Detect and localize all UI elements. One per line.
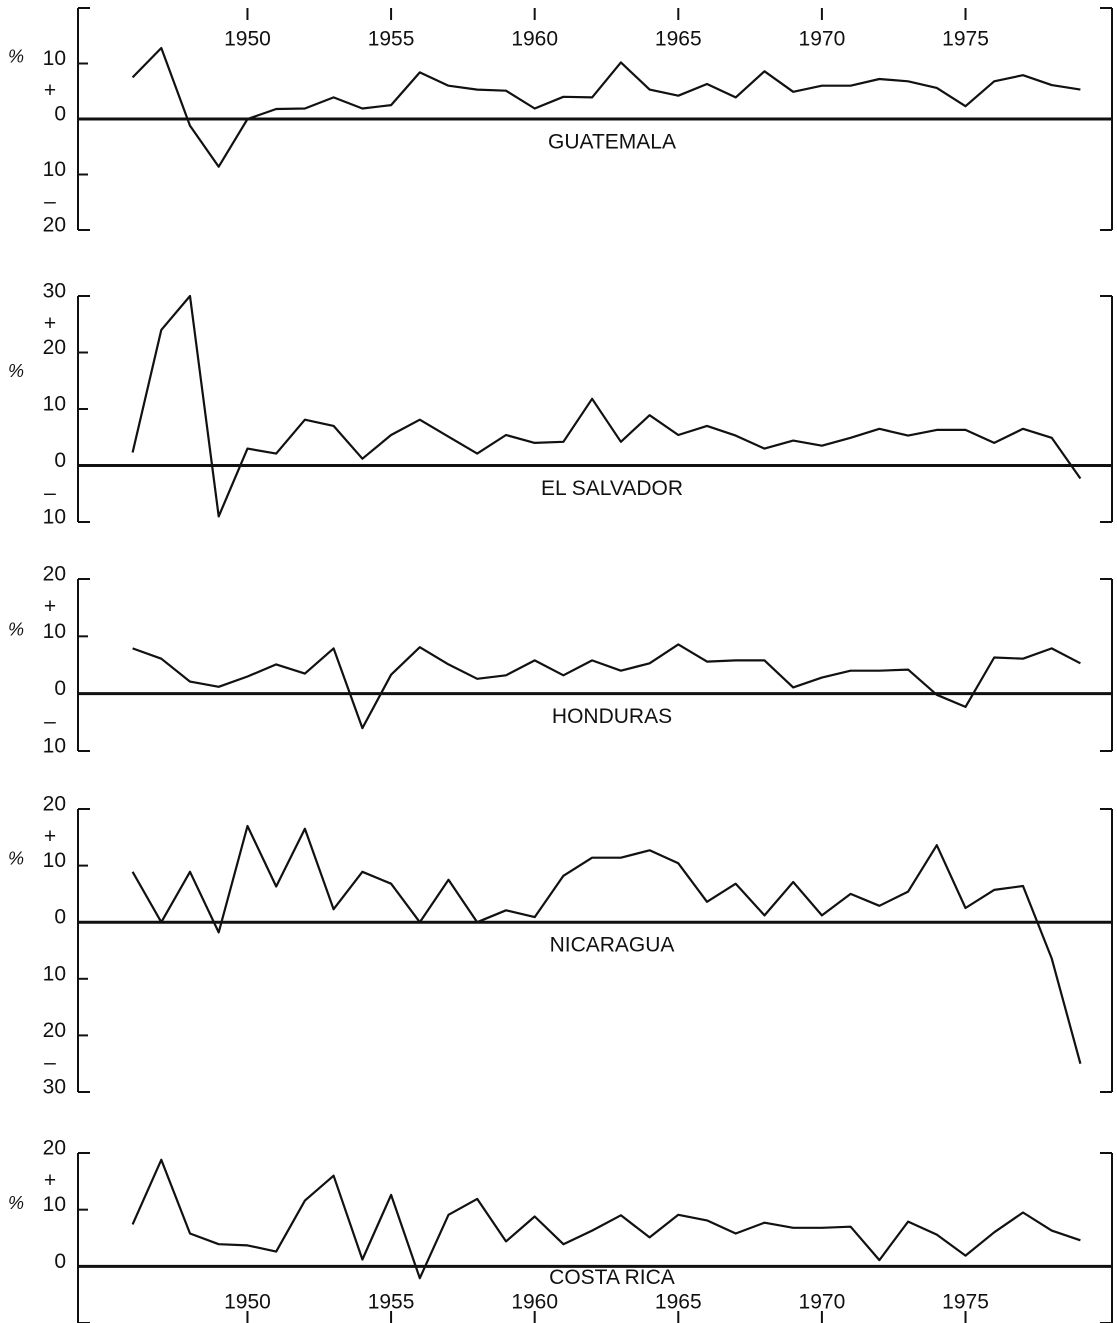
y-tick-label: 20 bbox=[43, 1019, 66, 1042]
x-tick-label: 1960 bbox=[511, 28, 558, 51]
plus-sign: + bbox=[44, 595, 56, 618]
panel-title: GUATEMALA bbox=[548, 131, 676, 154]
y-tick-label: 10 bbox=[43, 735, 66, 758]
y-tick-label: 20 bbox=[43, 214, 66, 237]
plus-sign: + bbox=[44, 825, 56, 848]
x-tick-label: 1970 bbox=[799, 28, 846, 51]
y-tick-label: 10 bbox=[43, 47, 66, 70]
x-tick-label: 1975 bbox=[942, 1291, 989, 1314]
plus-sign: + bbox=[44, 312, 56, 335]
y-tick-label: 10 bbox=[43, 962, 66, 985]
panel-title: COSTA RICA bbox=[549, 1266, 675, 1289]
y-unit-label: % bbox=[8, 361, 24, 381]
data-line bbox=[131, 824, 1082, 1064]
y-tick-label: 20 bbox=[43, 793, 66, 816]
panel-title: HONDURAS bbox=[552, 705, 672, 728]
x-tick-label: 1950 bbox=[224, 28, 271, 51]
y-unit-label: % bbox=[8, 849, 24, 869]
y-tick-label: 20 bbox=[43, 1137, 66, 1160]
y-unit-label: % bbox=[8, 47, 24, 67]
y-tick-label: 0 bbox=[54, 449, 66, 472]
data-line bbox=[132, 643, 1081, 730]
y-tick-label: 0 bbox=[54, 677, 66, 700]
y-tick-label: 0 bbox=[54, 1250, 66, 1273]
data-line bbox=[131, 46, 1081, 168]
y-tick-label: 20 bbox=[43, 563, 66, 586]
y-tick-label: 10 bbox=[43, 849, 66, 872]
y-tick-label: 0 bbox=[54, 103, 66, 126]
y-tick-label: 10 bbox=[43, 158, 66, 181]
y-tick-label: 10 bbox=[43, 393, 66, 416]
y-tick-label: 30 bbox=[43, 1076, 66, 1099]
x-tick-label: 1965 bbox=[655, 1291, 702, 1314]
data-line bbox=[131, 1158, 1081, 1280]
minus-sign: – bbox=[44, 190, 56, 213]
minus-sign: – bbox=[44, 1051, 56, 1074]
y-unit-label: % bbox=[8, 1193, 24, 1213]
x-tick-label: 1975 bbox=[942, 28, 989, 51]
data-line bbox=[131, 294, 1082, 518]
x-tick-label: 1960 bbox=[511, 1291, 558, 1314]
x-tick-label: 1950 bbox=[224, 1291, 271, 1314]
x-tick-label: 1955 bbox=[368, 1291, 415, 1314]
minus-sign: – bbox=[44, 710, 56, 733]
minus-sign: – bbox=[44, 481, 56, 504]
panel-title: EL SALVADOR bbox=[541, 477, 683, 500]
y-unit-label: % bbox=[8, 619, 24, 639]
panel-title: NICARAGUA bbox=[550, 934, 675, 957]
y-tick-label: 10 bbox=[43, 620, 66, 643]
y-tick-label: 30 bbox=[43, 280, 66, 303]
plus-sign: + bbox=[44, 1169, 56, 1192]
y-tick-label: 0 bbox=[54, 906, 66, 929]
x-tick-label: 1970 bbox=[799, 1291, 846, 1314]
x-tick-label: 1955 bbox=[368, 28, 415, 51]
x-tick-label: 1965 bbox=[655, 28, 702, 51]
y-tick-label: 10 bbox=[43, 1193, 66, 1216]
y-tick-label: 10 bbox=[43, 506, 66, 529]
plus-sign: + bbox=[44, 79, 56, 102]
y-tick-label: 20 bbox=[43, 336, 66, 359]
